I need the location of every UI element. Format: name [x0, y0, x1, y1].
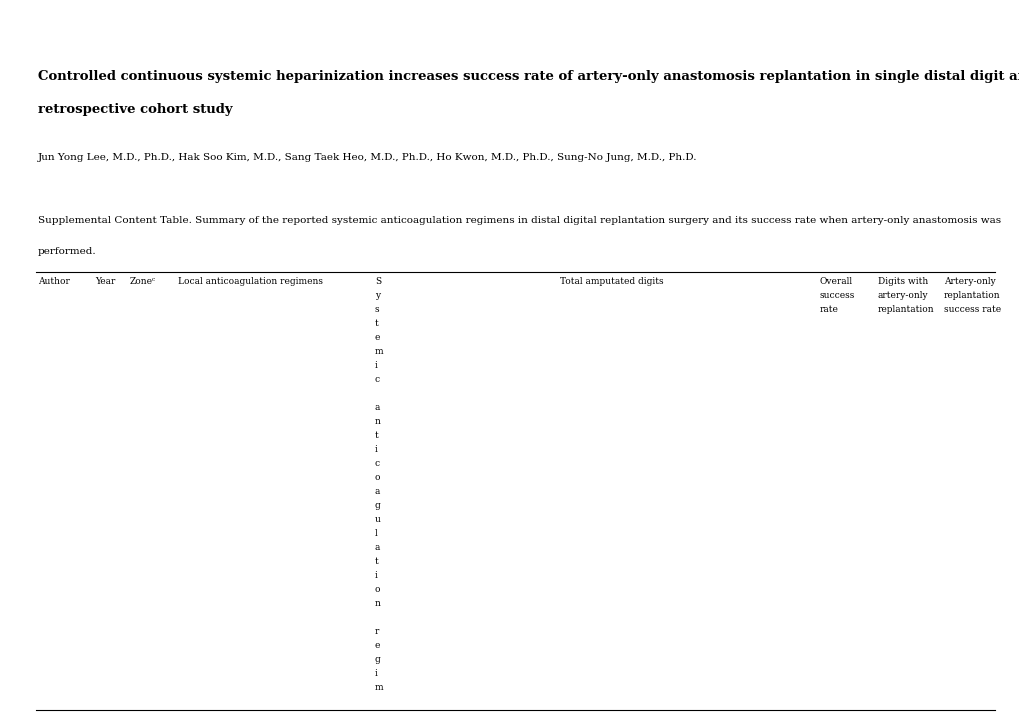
Text: t: t: [375, 557, 378, 566]
Text: m: m: [375, 683, 383, 692]
Text: Artery-only: Artery-only: [943, 277, 995, 286]
Text: Author: Author: [38, 277, 70, 286]
Text: t: t: [375, 431, 378, 440]
Text: s: s: [375, 305, 379, 314]
Text: performed.: performed.: [38, 247, 97, 256]
Text: l: l: [375, 529, 377, 538]
Text: g: g: [375, 501, 380, 510]
Text: a: a: [375, 543, 380, 552]
Text: success: success: [819, 291, 855, 300]
Text: i: i: [375, 445, 377, 454]
Text: Zoneᶜ: Zoneᶜ: [129, 277, 156, 286]
Text: Local anticoagulation regimens: Local anticoagulation regimens: [178, 277, 323, 286]
Text: u: u: [375, 515, 380, 524]
Text: c: c: [375, 459, 380, 468]
Text: artery-only: artery-only: [877, 291, 927, 300]
Text: a: a: [375, 403, 380, 412]
Text: i: i: [375, 571, 377, 580]
Text: Overall: Overall: [819, 277, 852, 286]
Text: Total amputated digits: Total amputated digits: [559, 277, 663, 286]
Text: Digits with: Digits with: [877, 277, 927, 286]
Text: t: t: [375, 319, 378, 328]
Text: a: a: [375, 487, 380, 496]
Text: c: c: [375, 375, 380, 384]
Text: n: n: [375, 599, 380, 608]
Text: replantation: replantation: [943, 291, 1000, 300]
Text: rate: rate: [819, 305, 838, 314]
Text: S: S: [375, 277, 381, 286]
Text: y: y: [375, 291, 380, 300]
Text: n: n: [375, 417, 380, 426]
Text: replantation: replantation: [877, 305, 933, 314]
Text: i: i: [375, 669, 377, 678]
Text: e: e: [375, 641, 380, 650]
Text: Year: Year: [95, 277, 115, 286]
Text: g: g: [375, 655, 380, 664]
Text: m: m: [375, 347, 383, 356]
Text: retrospective cohort study: retrospective cohort study: [38, 103, 232, 116]
Text: o: o: [375, 473, 380, 482]
Text: o: o: [375, 585, 380, 594]
Text: r: r: [375, 627, 379, 636]
Text: success rate: success rate: [943, 305, 1000, 314]
Text: e: e: [375, 333, 380, 342]
Text: Supplemental Content Table. Summary of the reported systemic anticoagulation reg: Supplemental Content Table. Summary of t…: [38, 216, 1000, 225]
Text: i: i: [375, 361, 377, 370]
Text: Jun Yong Lee, M.D., Ph.D., Hak Soo Kim, M.D., Sang Taek Heo, M.D., Ph.D., Ho Kwo: Jun Yong Lee, M.D., Ph.D., Hak Soo Kim, …: [38, 153, 697, 162]
Text: Controlled continuous systemic heparinization increases success rate of artery-o: Controlled continuous systemic hepariniz…: [38, 70, 1019, 83]
